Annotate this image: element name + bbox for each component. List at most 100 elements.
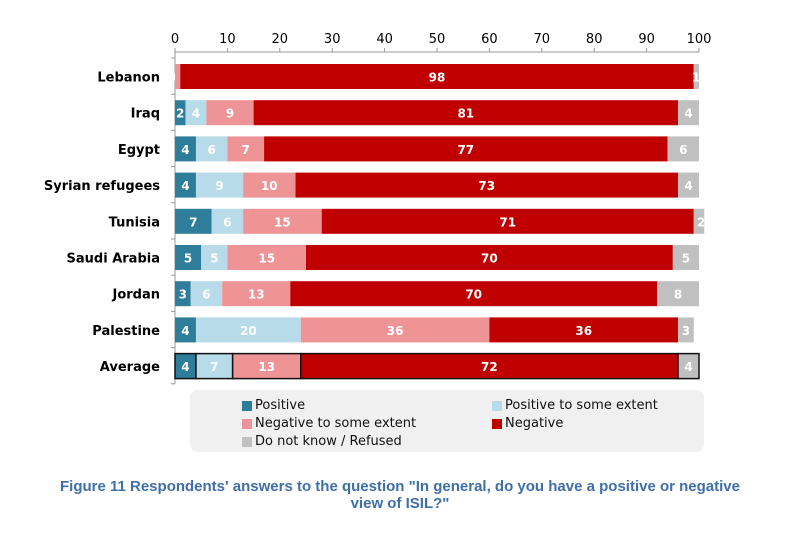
bars: 0198124981446777649107347615712551570536… xyxy=(173,64,705,380)
bar-segment-do-not-know-refused xyxy=(693,208,705,234)
data-label: 6 xyxy=(202,288,210,302)
bar-segment-do-not-know-refused xyxy=(672,245,699,270)
legend-item-positive-some-extent: Positive to some extent xyxy=(492,398,658,413)
bar-segment-positive xyxy=(175,245,202,270)
bar-segment-do-not-know-refused xyxy=(657,281,699,307)
bar-segment-positive xyxy=(175,100,186,126)
caption-line-2: view of ISIL?" xyxy=(350,495,450,512)
x-tick-label: 70 xyxy=(534,32,551,47)
category-label: Palestine xyxy=(92,324,160,339)
data-label: 5 xyxy=(210,252,218,266)
category-label: Saudi Arabia xyxy=(67,252,160,267)
legend: Positive Positive to some extent Negativ… xyxy=(190,390,704,452)
bar-segment-negative xyxy=(180,64,694,89)
bar-segment-negative xyxy=(306,245,673,270)
data-label: 70 xyxy=(481,252,498,266)
legend-swatch-negative xyxy=(492,418,502,429)
x-tick-label: 80 xyxy=(586,32,603,47)
bar-segment-positive-to-some-extent xyxy=(195,352,234,380)
data-label: 4 xyxy=(181,360,189,374)
data-label: 3 xyxy=(179,288,187,302)
bar-segment-do-not-know-refused xyxy=(678,100,699,126)
legend-swatch-positive-some-extent xyxy=(492,400,502,411)
bar-segment-positive xyxy=(175,136,196,162)
legend-item-negative-some-extent: Negative to some extent xyxy=(242,416,416,431)
legend-item-dont-know: Do not know / Refused xyxy=(242,434,402,449)
data-label: 71 xyxy=(499,215,516,229)
data-label: 13 xyxy=(248,288,265,302)
bar-segment-positive-to-some-extent xyxy=(195,317,301,343)
data-label: 7 xyxy=(210,360,218,374)
data-label: 10 xyxy=(261,179,278,193)
data-label: 36 xyxy=(575,324,592,338)
data-label: 4 xyxy=(684,107,692,121)
category-label: Iraq xyxy=(131,107,160,122)
bar-segment-positive-to-some-extent xyxy=(185,100,207,126)
x-tick-label: 60 xyxy=(481,32,498,47)
bar-segment-negative xyxy=(253,100,679,126)
data-label: 73 xyxy=(478,179,495,193)
caption-line-1: Figure 11 Respondents' answers to the qu… xyxy=(59,478,740,495)
x-tick-label: 20 xyxy=(272,32,289,47)
bar-segment-negative-to-some-extent xyxy=(222,281,291,307)
figure-caption: Figure 11 Respondents' answers to the qu… xyxy=(40,478,760,512)
data-label: 6 xyxy=(208,143,216,157)
data-label: 4 xyxy=(192,107,200,121)
data-label: 5 xyxy=(682,252,690,266)
bar-segment-negative-to-some-extent xyxy=(206,100,254,126)
bar-segment-negative-to-some-extent xyxy=(227,136,265,162)
x-tick-label: 0 xyxy=(171,32,179,47)
data-label: 6 xyxy=(679,143,687,157)
data-label: 13 xyxy=(258,360,275,374)
legend-label: Positive to some extent xyxy=(505,398,658,413)
data-label: 9 xyxy=(215,179,223,193)
x-tick-label: 10 xyxy=(219,32,236,47)
legend-swatch-dont-know xyxy=(242,436,252,447)
legend-label: Negative xyxy=(505,416,564,431)
bar-segment-do-not-know-refused xyxy=(677,352,700,380)
legend-label: Negative to some extent xyxy=(255,416,417,431)
data-label: 6 xyxy=(223,215,231,229)
data-label: 4 xyxy=(181,143,189,157)
bar-segment-do-not-know-refused xyxy=(678,317,694,343)
data-label: 5 xyxy=(184,252,192,266)
bar-segment-negative-to-some-extent xyxy=(227,245,306,270)
x-tick-label: 30 xyxy=(324,32,341,47)
data-label: 70 xyxy=(465,288,482,302)
bar-segment-positive-to-some-extent xyxy=(211,208,244,234)
data-label: 2 xyxy=(697,215,705,229)
data-label: 7 xyxy=(189,215,197,229)
data-label: 77 xyxy=(457,143,474,157)
bar-segment-negative xyxy=(264,136,668,162)
x-tick-label: 40 xyxy=(376,32,393,47)
bar-segment-positive xyxy=(175,208,212,234)
bar-segment-positive xyxy=(175,317,196,343)
data-label: 3 xyxy=(682,324,690,338)
category-label: Jordan xyxy=(111,288,160,303)
data-label: 4 xyxy=(684,360,692,374)
bar-segment-negative xyxy=(290,281,658,307)
bar-segment-negative-to-some-extent xyxy=(175,64,181,89)
x-tick-label: 100 xyxy=(687,32,712,47)
data-label: 8 xyxy=(674,288,682,302)
category-labels: Lebanon Iraq Egypt Syrian refugees Tunisia Sa… xyxy=(44,71,160,376)
data-label: 4 xyxy=(684,179,692,193)
legend-label: Do not know / Refused xyxy=(255,434,402,449)
x-tick-label: 50 xyxy=(429,32,446,47)
legend-swatch-negative-some-extent xyxy=(242,418,252,429)
data-label: 15 xyxy=(258,252,275,266)
category-label: Egypt xyxy=(118,143,160,158)
category-label: Average xyxy=(100,360,160,375)
bar-segment-negative xyxy=(295,172,679,198)
bar-segment-positive-to-some-extent xyxy=(195,172,244,198)
data-label: 15 xyxy=(274,215,291,229)
data-label: 9 xyxy=(226,107,234,121)
legend-swatch-positive xyxy=(242,400,252,411)
category-label: Syrian refugees xyxy=(44,179,160,194)
data-label: 7 xyxy=(242,143,250,157)
bar-segment-positive-to-some-extent xyxy=(195,136,228,162)
category-label: Tunisia xyxy=(109,215,160,230)
category-label: Lebanon xyxy=(97,71,160,86)
data-label: 1 xyxy=(692,71,700,85)
data-label: 4 xyxy=(181,179,189,193)
